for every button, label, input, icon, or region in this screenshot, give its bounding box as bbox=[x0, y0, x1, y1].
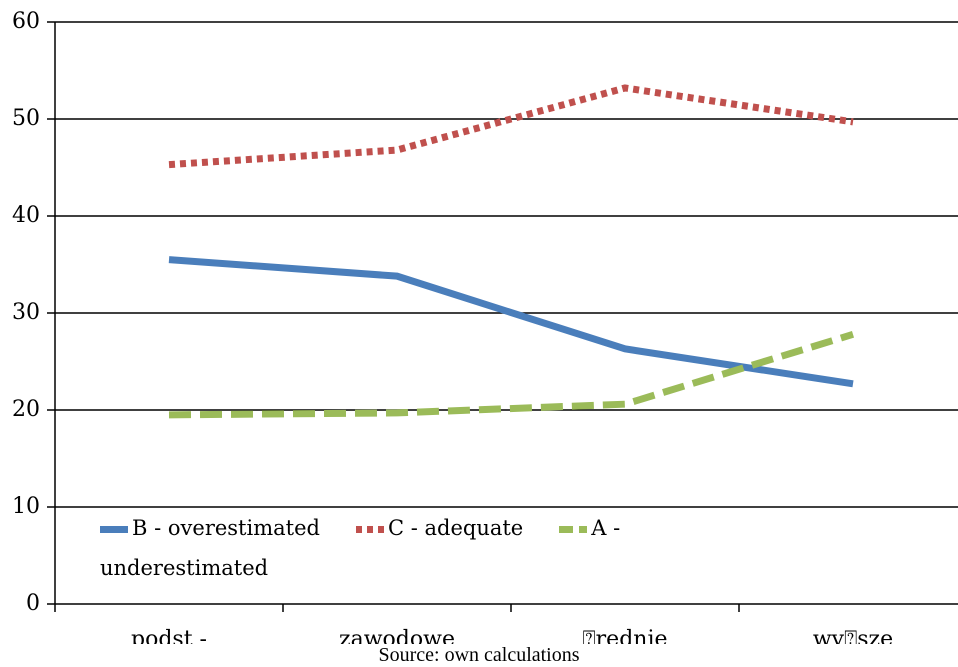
chart: 0 10 20 30 40 50 60 podst - zawodowe ⍰rednie wy⍰sz… bbox=[12, 9, 958, 644]
legend-label: C - adequate bbox=[387, 516, 524, 540]
legend-swatch bbox=[355, 526, 384, 533]
series-line bbox=[168, 84, 854, 169]
y-tick-label: 10 bbox=[12, 494, 40, 519]
legend: B - overestimated C - adequate A - underes… bbox=[100, 508, 760, 588]
legend-label: A - underestimated bbox=[100, 516, 621, 580]
x-tick-label: ⍰rednie bbox=[582, 627, 667, 644]
legend-item: C - adequate bbox=[355, 516, 524, 540]
x-tick-label: podst - bbox=[131, 627, 207, 644]
y-tick-label: 60 bbox=[12, 9, 40, 34]
y-tick-label: 0 bbox=[26, 591, 40, 616]
caption: Source: own calculations bbox=[378, 644, 580, 666]
y-tick-label: 20 bbox=[12, 397, 40, 422]
legend-swatch bbox=[100, 526, 128, 533]
x-tick-label: zawodowe bbox=[339, 627, 455, 644]
legend-label: B - overestimated bbox=[132, 516, 320, 540]
legend-item: A - underestimated bbox=[100, 516, 620, 580]
series-line bbox=[168, 256, 854, 388]
legend-swatch bbox=[559, 526, 588, 533]
y-tick-label: 50 bbox=[12, 106, 40, 131]
y-tick-label: 30 bbox=[12, 300, 40, 325]
series-line bbox=[168, 330, 855, 419]
x-tick-label: wy⍰sze bbox=[813, 627, 893, 644]
y-tick-label: 40 bbox=[12, 203, 40, 228]
legend-item: B - overestimated bbox=[100, 516, 320, 540]
